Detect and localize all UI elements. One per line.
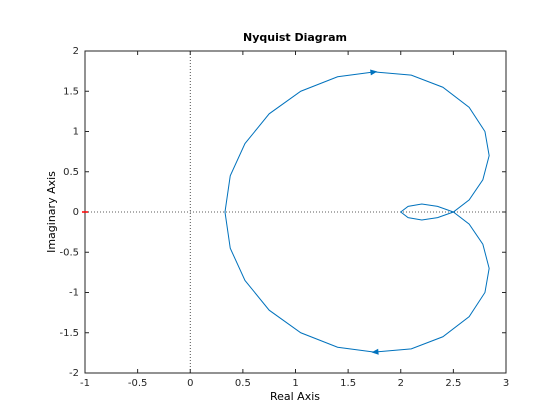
y-tick-label: 2 <box>73 46 79 57</box>
nyquist-curve <box>224 71 490 353</box>
y-tick-label: 0 <box>73 207 79 218</box>
y-tick-label: 0.5 <box>63 167 79 178</box>
y-tick-label: 1 <box>73 127 79 138</box>
y-tick-label: -1 <box>69 288 79 299</box>
x-tick-label: 1.5 <box>340 378 356 389</box>
x-axis-label: Real Axis <box>270 390 320 403</box>
x-tick-label: 0.5 <box>235 378 251 389</box>
x-tick-label: -0.5 <box>128 378 148 389</box>
x-tick-label: -1 <box>80 378 90 389</box>
y-tick-label: 1.5 <box>63 86 79 97</box>
x-tick-label: 2.5 <box>445 378 461 389</box>
y-axis-label: Imaginary Axis <box>45 171 58 253</box>
y-tick-label: -2 <box>69 368 79 379</box>
direction-arrow <box>371 348 379 355</box>
chart-title: Nyquist Diagram <box>243 31 347 44</box>
y-tick-label: -0.5 <box>59 247 79 258</box>
direction-arrow <box>370 69 378 76</box>
x-tick-label: 3 <box>503 378 509 389</box>
y-tick-label: -1.5 <box>59 328 79 339</box>
x-tick-label: 2 <box>398 378 404 389</box>
x-tick-label: 1 <box>292 378 298 389</box>
x-tick-label: 0 <box>187 378 193 389</box>
